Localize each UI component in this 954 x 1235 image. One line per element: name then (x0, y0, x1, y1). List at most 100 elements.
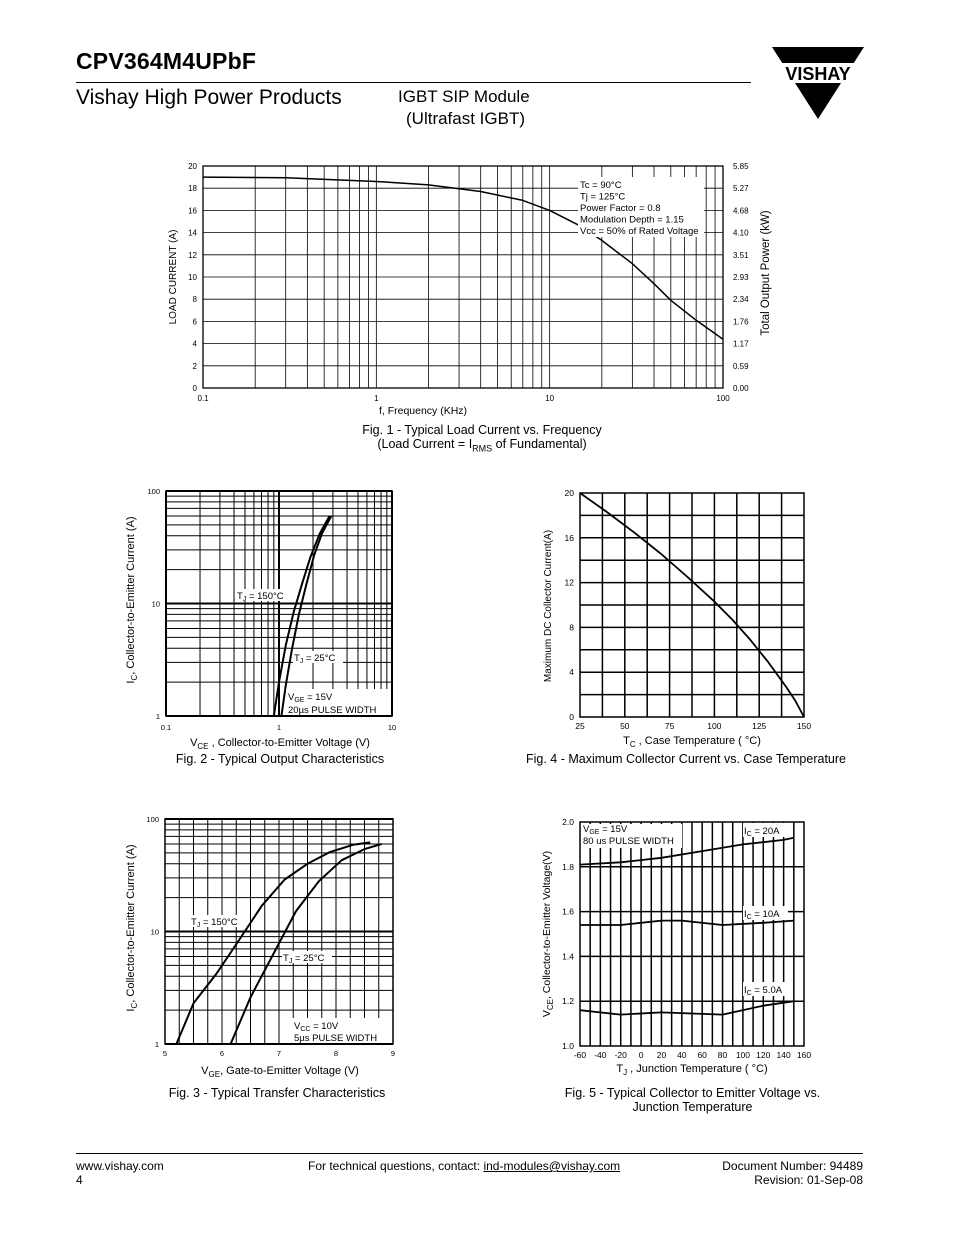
fig1-series (202, 176, 724, 340)
fig5-plot-frame (579, 821, 805, 1047)
y-tick-label: 18 (188, 184, 197, 193)
y-tick-label: 8 (193, 295, 198, 304)
x-tick-label: 9 (391, 1049, 395, 1058)
fig2-y-ticks: 1 10 100 (147, 487, 160, 721)
x-tick-label: 1 (277, 723, 281, 732)
header-rule (76, 82, 751, 83)
fig1-caption-line2: (Load Current = IRMS of Fundamental) (282, 437, 682, 454)
y2-tick-label: 5.85 (733, 162, 749, 171)
fig5-ic10-bg (743, 906, 788, 920)
y-tick-label: 4 (569, 667, 574, 677)
y-tick-label: 1 (155, 1040, 159, 1049)
series-line-1 (579, 492, 805, 718)
x-tick-label: 160 (797, 1050, 811, 1060)
series-line-2 (580, 919, 794, 926)
fig5-chart: -60 -40 -20 0 20 40 60 80 100 120 140 160 1.0 1.2 1.4… (541, 817, 811, 1077)
fig2-series (272, 515, 333, 717)
fig3-label-bg-150 (190, 915, 246, 927)
y-tick-label: 16 (565, 533, 575, 543)
fig1-annotation-line: Modulation Depth = 1.15 (580, 215, 684, 226)
y2-tick-label: 4.68 (733, 206, 749, 215)
part-number: CPV364M4UPbF (76, 48, 257, 74)
x-tick-label: 125 (752, 721, 766, 731)
fig3-plot-frame (164, 818, 394, 1045)
series-line-1 (579, 836, 794, 866)
y2-tick-label: 2.93 (733, 273, 749, 282)
fig1-caption: Fig. 1 - Typical Load Current vs. Freque… (282, 423, 682, 454)
x-tick-label: 120 (756, 1050, 770, 1060)
fig4-plot-frame (579, 492, 805, 718)
vishay-logo-text: VISHAY (785, 64, 850, 84)
x-tick-label: 6 (220, 1049, 224, 1058)
fig5-y-ticks: 1.0 1.2 1.4 1.6 1.8 2.0 (562, 817, 574, 1051)
y-tick-label: 1.8 (562, 862, 574, 872)
fig2-cond2: 20µs PULSE WIDTH (288, 705, 376, 716)
x-tick-label: 5 (163, 1049, 167, 1058)
fig2-caption: Fig. 2 - Typical Output Characteristics (175, 752, 385, 766)
y-tick-label: 10 (152, 600, 160, 609)
fig5-caption-line2: Junction Temperature (632, 1100, 753, 1114)
y-tick-label: 20 (565, 488, 575, 498)
x-tick-label: 60 (697, 1050, 707, 1060)
fig5-ic5-bg (743, 982, 788, 996)
fig1-annotation-line: Tc = 90°C (580, 180, 622, 191)
fig3-cond-bg (292, 1018, 390, 1043)
footer-contact-prefix: For technical questions, contact: (308, 1159, 484, 1173)
y-tick-label: 2 (193, 362, 198, 371)
x-tick-label: 7 (277, 1049, 281, 1058)
fig5-cond-bg (582, 824, 682, 848)
module-title-line1: IGBT SIP Module (398, 87, 530, 106)
fig2-y-label: IC, Collector-to-Emitter Current (A) (125, 516, 139, 683)
fig2-label-bg-150 (236, 589, 292, 601)
footer-contact-email[interactable]: ind-modules@vishay.com (483, 1159, 621, 1173)
fig1-y-ticks: 0 2 4 6 8 10 12 14 16 18 20 (188, 162, 197, 393)
fig3-series (175, 841, 382, 1045)
fig2-x-ticks: 0.1 1 10 (161, 723, 396, 732)
x-tick-label: 100 (716, 394, 730, 403)
fig4-x-label: TC , Case Temperature ( °C) (623, 735, 761, 749)
fig2-label-150: TJ = 150°C (237, 591, 284, 603)
footer-page-number: 4 (76, 1173, 83, 1187)
fig3-cond1: VCC = 10V (294, 1021, 339, 1033)
fig1-caption-line2-sub: RMS (472, 443, 493, 454)
fig5-caption-line1: Fig. 5 - Typical Collector to Emitter Vo… (564, 1086, 821, 1100)
fig3-label-150: TJ = 150°C (191, 917, 238, 929)
fig2-label-bg-25 (293, 651, 343, 663)
fig1-y-label: LOAD CURRENT (A) (168, 230, 179, 325)
series-line-1 (272, 515, 331, 717)
y-tick-label: 16 (188, 206, 197, 215)
fig1-chart: 0.1 1 10 100 0 2 4 6 8 10 12 14 16 18 20 0.00 0.59 1.17… (168, 162, 772, 417)
y-tick-label: 1.6 (562, 907, 574, 917)
x-tick-label: 80 (718, 1050, 728, 1060)
series-line-1 (175, 841, 371, 1045)
y2-tick-label: 1.76 (733, 317, 749, 326)
y-tick-label: 2.0 (562, 817, 574, 827)
fig1-caption-line2-post: of Fundamental) (492, 437, 587, 451)
fig4-caption: Fig. 4 - Maximum Collector Current vs. C… (525, 752, 846, 766)
y2-tick-label: 5.27 (733, 184, 749, 193)
fig3-label-25: TJ = 25°C (283, 953, 325, 965)
fig5-grid (580, 822, 804, 1046)
x-tick-label: -20 (615, 1050, 628, 1060)
fig2-label-25: TJ = 25°C (294, 653, 336, 665)
fig4-grid (580, 493, 804, 717)
y2-tick-label: 4.10 (733, 229, 749, 238)
fig3-label-bg-25 (282, 951, 332, 963)
fig1-x-label: f, Frequency (KHz) (379, 405, 467, 417)
y-tick-label: 12 (188, 251, 197, 260)
footer-website[interactable]: www.vishay.com (76, 1159, 164, 1173)
vishay-logo: VISHAY (770, 47, 866, 119)
y-tick-label: 4 (193, 340, 198, 349)
fig5-ic20-bg (743, 823, 788, 837)
fig3-cond2: 5µs PULSE WIDTH (294, 1033, 377, 1044)
fig1-annotation-line: Power Factor = 0.8 (580, 203, 661, 214)
fig4-y-ticks: 0 4 8 12 16 20 (565, 488, 575, 722)
fig4-y-label: Maximum DC Collector Current(A) (543, 530, 554, 682)
y2-tick-label: 0.59 (733, 362, 749, 371)
footer-doc-number: Document Number: 94489 (722, 1159, 863, 1173)
y-tick-label: 10 (188, 273, 197, 282)
x-tick-label: -40 (594, 1050, 607, 1060)
fig5-label-ic20: IC = 20A (744, 826, 780, 838)
